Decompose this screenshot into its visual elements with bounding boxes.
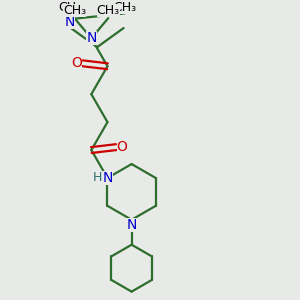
Text: N: N <box>64 15 74 29</box>
Text: N: N <box>126 218 137 232</box>
Text: N: N <box>86 31 97 45</box>
Text: H: H <box>92 172 102 184</box>
Text: CH₃: CH₃ <box>113 1 136 14</box>
Text: O: O <box>71 56 82 70</box>
Text: O: O <box>117 140 128 154</box>
Text: N: N <box>102 171 113 185</box>
Text: CH₃: CH₃ <box>97 4 120 17</box>
Text: CH₃: CH₃ <box>58 1 81 14</box>
Text: CH₃: CH₃ <box>63 4 86 17</box>
